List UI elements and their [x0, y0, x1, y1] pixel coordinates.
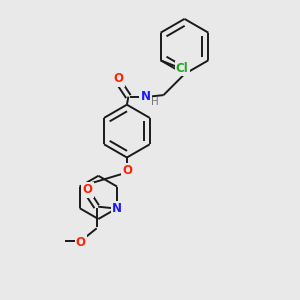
Text: N: N — [140, 90, 151, 103]
Text: O: O — [122, 164, 132, 177]
Text: H: H — [151, 97, 159, 107]
Text: N: N — [112, 202, 122, 215]
Text: O: O — [76, 236, 86, 249]
Text: O: O — [82, 183, 92, 196]
Text: O: O — [113, 72, 124, 86]
Text: Cl: Cl — [176, 62, 189, 75]
